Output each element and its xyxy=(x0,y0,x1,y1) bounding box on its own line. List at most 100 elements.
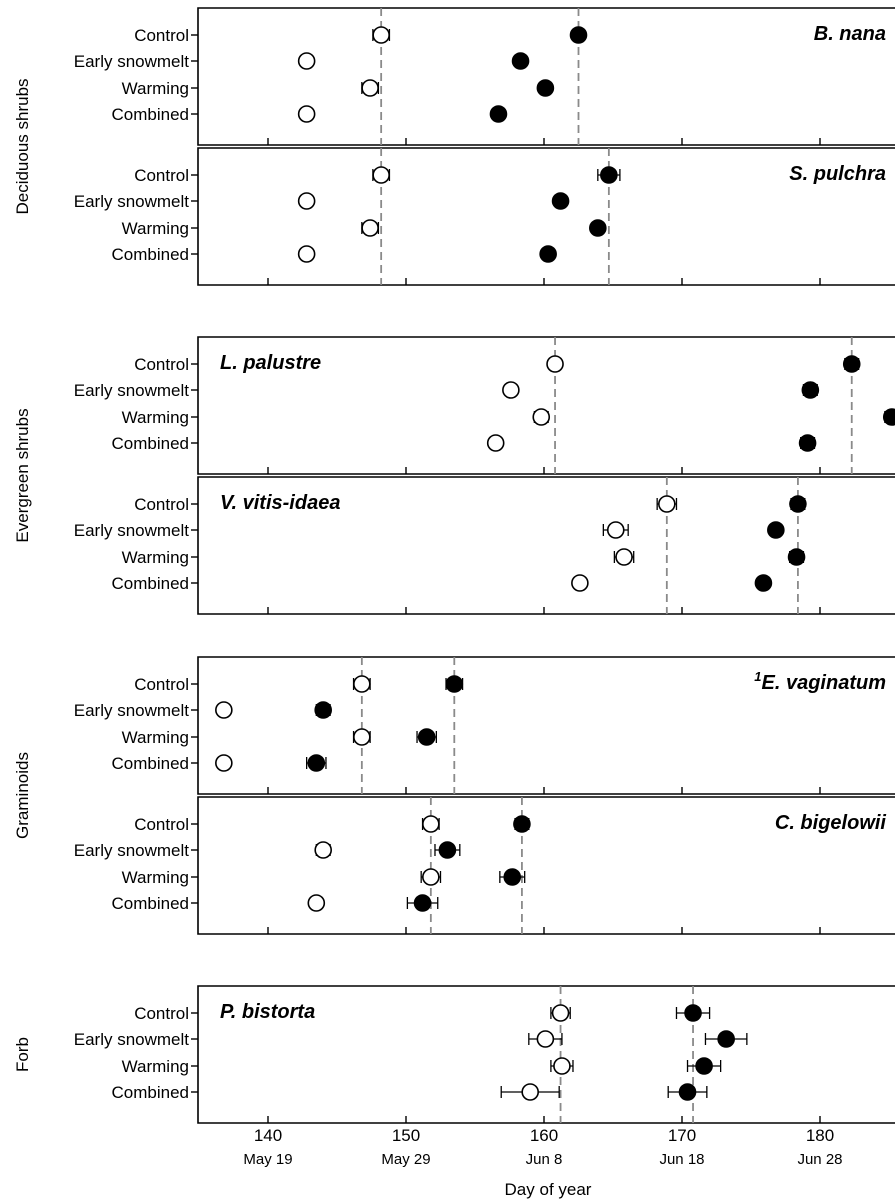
panel-frame xyxy=(197,476,895,615)
filled-point xyxy=(754,574,773,592)
x-tick-label: 170 xyxy=(668,1126,696,1145)
category-label: Warming xyxy=(122,408,189,427)
category-label: Control xyxy=(134,166,189,185)
panel-frame xyxy=(197,147,895,286)
filled-point xyxy=(801,381,820,399)
category-label: Warming xyxy=(122,728,189,747)
group-label: Graminoids xyxy=(13,752,32,839)
open-point xyxy=(215,754,233,772)
category-label: Early snowmelt xyxy=(74,1030,190,1049)
panel-frame xyxy=(197,7,895,146)
filled-point xyxy=(717,1030,735,1048)
species-name: E. vaginatum xyxy=(762,672,886,694)
open-point xyxy=(297,192,316,210)
category-label: Warming xyxy=(122,219,189,238)
category-label: Control xyxy=(134,355,189,374)
species-superscript: 1 xyxy=(754,669,761,684)
panel-s-pulchra: Control Early snowmelt Warming Combined S. p… xyxy=(74,147,895,286)
category-label: Combined xyxy=(112,434,190,453)
panel-frame xyxy=(197,656,895,795)
filled-point xyxy=(551,192,570,210)
open-point xyxy=(353,675,371,693)
open-point xyxy=(546,355,564,373)
filled-point xyxy=(438,841,457,859)
filled-point xyxy=(842,355,861,373)
open-point xyxy=(361,219,379,237)
x-date-label: Jun 8 xyxy=(526,1151,563,1168)
category-label: Early snowmelt xyxy=(74,192,190,211)
x-date-label: Jun 28 xyxy=(797,1151,842,1168)
species-label: V. vitis-idaea xyxy=(220,492,340,514)
filled-point xyxy=(307,754,326,772)
category-label: Early snowmelt xyxy=(74,381,190,400)
category-label: Early snowmelt xyxy=(74,841,190,860)
open-point xyxy=(372,166,390,184)
filled-point xyxy=(789,495,807,513)
panel-e-vaginatum: Control Early snowmelt Warming Combined 1E. … xyxy=(74,656,895,795)
panels-layer: Control Early snowmelt Warming Combined B. n… xyxy=(13,7,895,1124)
open-point xyxy=(361,79,379,97)
panel-p-bistorta: Control Early snowmelt Warming Combined P. b… xyxy=(74,985,895,1124)
category-label: Warming xyxy=(122,868,189,887)
category-label: Early snowmelt xyxy=(74,521,190,540)
x-axis-title: Day of year xyxy=(505,1180,592,1199)
open-point xyxy=(551,1004,570,1022)
category-label: Combined xyxy=(112,105,190,124)
filled-point xyxy=(445,675,464,693)
open-point xyxy=(314,841,333,859)
open-point xyxy=(422,868,440,886)
open-point xyxy=(353,728,371,746)
filled-point xyxy=(569,26,588,44)
filled-point xyxy=(767,521,785,539)
filled-point xyxy=(787,548,806,566)
open-point xyxy=(297,105,316,123)
filled-point xyxy=(413,894,432,912)
filled-point xyxy=(489,105,508,123)
panel-l-palustre: Control Early snowmelt Warming Combined L. p… xyxy=(74,336,895,475)
filled-point xyxy=(511,52,530,70)
open-point xyxy=(553,1057,571,1075)
panel-b-nana: Control Early snowmelt Warming Combined B. n… xyxy=(74,7,895,146)
panel-frame xyxy=(197,336,895,475)
open-point xyxy=(502,381,520,399)
category-label: Combined xyxy=(112,574,190,593)
x-tick-label: 160 xyxy=(530,1126,558,1145)
panel-frame xyxy=(197,985,895,1124)
panel-v-vitis-idaea: Control Early snowmelt Warming Combined V. v… xyxy=(74,476,895,615)
filled-point xyxy=(695,1057,713,1075)
category-label: Control xyxy=(134,815,189,834)
filled-point xyxy=(589,219,607,237)
category-label: Early snowmelt xyxy=(74,701,190,720)
filled-point xyxy=(314,701,333,719)
category-label: Control xyxy=(134,495,189,514)
open-point xyxy=(297,52,316,70)
open-point xyxy=(422,815,440,833)
filled-point xyxy=(678,1083,697,1101)
category-label: Warming xyxy=(122,1057,189,1076)
filled-point xyxy=(882,408,895,426)
x-tick-label: 180 xyxy=(806,1126,834,1145)
x-axis: 140 May 19 150 May 29 160 Jun 8 170 Jun 18 180 Ju… xyxy=(243,1126,842,1168)
filled-point xyxy=(539,245,557,263)
panel-frame xyxy=(197,796,895,935)
filled-point xyxy=(417,728,436,746)
category-label: Combined xyxy=(112,754,190,773)
category-label: Control xyxy=(134,26,189,45)
category-label: Combined xyxy=(112,1083,190,1102)
group-label: Deciduous shrubs xyxy=(13,78,32,214)
open-point xyxy=(521,1083,540,1101)
x-date-label: May 29 xyxy=(381,1151,430,1168)
x-tick-label: 140 xyxy=(254,1126,282,1145)
panel-c-bigelowii: Control Early snowmelt Warming Combined C. b… xyxy=(74,796,895,935)
open-point xyxy=(307,894,326,912)
species-label: S. pulchra xyxy=(789,163,886,185)
category-label: Control xyxy=(134,675,189,694)
x-date-label: Jun 18 xyxy=(659,1151,704,1168)
open-point xyxy=(215,701,233,719)
category-label: Early snowmelt xyxy=(74,52,190,71)
species-label: L. palustre xyxy=(220,352,321,374)
group-label: Forb xyxy=(13,1037,32,1072)
open-point xyxy=(536,1030,555,1048)
filled-point xyxy=(684,1004,702,1022)
